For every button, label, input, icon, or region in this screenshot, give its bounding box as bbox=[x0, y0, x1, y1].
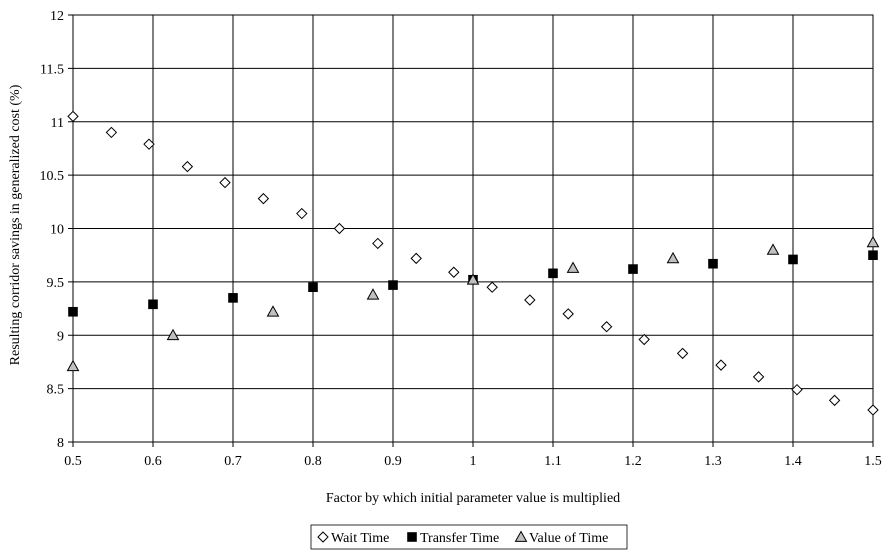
transfer-time-point bbox=[788, 254, 798, 265]
wait-time-point bbox=[181, 160, 194, 173]
wait-time-point bbox=[828, 394, 841, 407]
y-tick-label: 10 bbox=[50, 223, 64, 238]
x-tick-label: 1 bbox=[470, 454, 477, 469]
wait-time-point bbox=[257, 192, 270, 205]
legend-label-value-of-time: Value of Time bbox=[529, 531, 608, 546]
value-of-time-point bbox=[666, 251, 680, 264]
legend-square-icon bbox=[407, 532, 417, 542]
value-of-time-point bbox=[566, 261, 580, 273]
wait-time-point bbox=[105, 126, 118, 139]
grid bbox=[68, 14, 874, 447]
wait-time-point bbox=[562, 308, 574, 320]
legend-label-wait-time: Wait Time bbox=[331, 531, 389, 546]
wait-time-point bbox=[638, 333, 650, 346]
transfer-time-point bbox=[708, 258, 718, 269]
tick-labels: 0.5 0.6 0.7 0.8 0.9 1 1.1 1.2 1.3 1.4 1.5 8 8.5 9 9.5 1… bbox=[40, 9, 882, 469]
value-of-time-point bbox=[466, 273, 480, 285]
value-of-time-point bbox=[366, 288, 380, 300]
wait-time-point bbox=[372, 237, 384, 250]
wait-time-point bbox=[67, 110, 79, 123]
x-tick-label: 0.8 bbox=[304, 454, 322, 469]
wait-time-point bbox=[143, 138, 155, 150]
data-points bbox=[66, 110, 880, 416]
wait-time-point bbox=[867, 404, 879, 416]
wait-time-point bbox=[676, 347, 689, 360]
x-tick-label: 1.3 bbox=[704, 454, 722, 469]
value-of-time-point bbox=[166, 328, 180, 341]
wait-time-point bbox=[333, 222, 346, 235]
y-tick-label: 10.5 bbox=[40, 169, 65, 184]
wait-time-point bbox=[524, 294, 536, 306]
wait-time-point bbox=[448, 266, 460, 278]
y-tick-label: 8 bbox=[57, 436, 64, 451]
wait-time-point bbox=[219, 176, 231, 189]
value-of-time-point bbox=[66, 359, 80, 372]
transfer-time-point bbox=[148, 299, 158, 310]
y-tick-label: 9.5 bbox=[47, 276, 65, 291]
y-tick-label: 9 bbox=[57, 329, 64, 344]
legend-diamond-icon bbox=[317, 531, 329, 543]
legend-label-transfer-time: Transfer Time bbox=[420, 531, 499, 546]
transfer-time-point bbox=[868, 250, 878, 260]
value-of-time-point bbox=[866, 235, 880, 248]
x-tick-label: 1.5 bbox=[864, 454, 882, 469]
transfer-time-point bbox=[388, 280, 398, 290]
y-tick-label: 11.5 bbox=[40, 62, 64, 77]
transfer-time-point bbox=[628, 264, 638, 274]
transfer-time-point bbox=[68, 306, 78, 317]
x-tick-label: 1.1 bbox=[544, 454, 562, 469]
wait-time-point bbox=[296, 207, 308, 220]
legend-box bbox=[310, 524, 628, 550]
y-tick-label: 8.5 bbox=[47, 383, 65, 398]
y-axis-title: Resulting corridor savings in generalize… bbox=[8, 84, 23, 365]
x-tick-label: 0.9 bbox=[384, 454, 402, 469]
wait-time-point bbox=[600, 321, 613, 333]
transfer-time-point bbox=[228, 293, 238, 303]
legend-triangle-icon bbox=[514, 530, 528, 542]
wait-time-point bbox=[752, 371, 765, 383]
legend: Wait Time Transfer Time Value of Time bbox=[310, 524, 628, 550]
y-tick-label: 12 bbox=[50, 9, 64, 24]
wait-time-point bbox=[410, 252, 422, 265]
x-tick-label: 1.4 bbox=[784, 454, 802, 469]
x-tick-label: 0.7 bbox=[224, 454, 242, 469]
plot-area bbox=[72, 14, 874, 443]
x-tick-label: 1.2 bbox=[624, 454, 642, 469]
wait-time-point bbox=[791, 383, 803, 396]
wait-time-point bbox=[486, 281, 498, 293]
value-of-time-point bbox=[266, 305, 280, 317]
transfer-time-point bbox=[308, 282, 318, 293]
value-of-time-point bbox=[766, 243, 780, 255]
wait-time-point bbox=[715, 359, 727, 371]
x-tick-label: 0.5 bbox=[64, 454, 82, 469]
x-tick-label: 0.6 bbox=[144, 454, 162, 469]
transfer-time-point bbox=[548, 268, 558, 279]
y-tick-label: 11 bbox=[51, 116, 64, 131]
x-axis-title: Factor by which initial parameter value … bbox=[326, 491, 620, 506]
